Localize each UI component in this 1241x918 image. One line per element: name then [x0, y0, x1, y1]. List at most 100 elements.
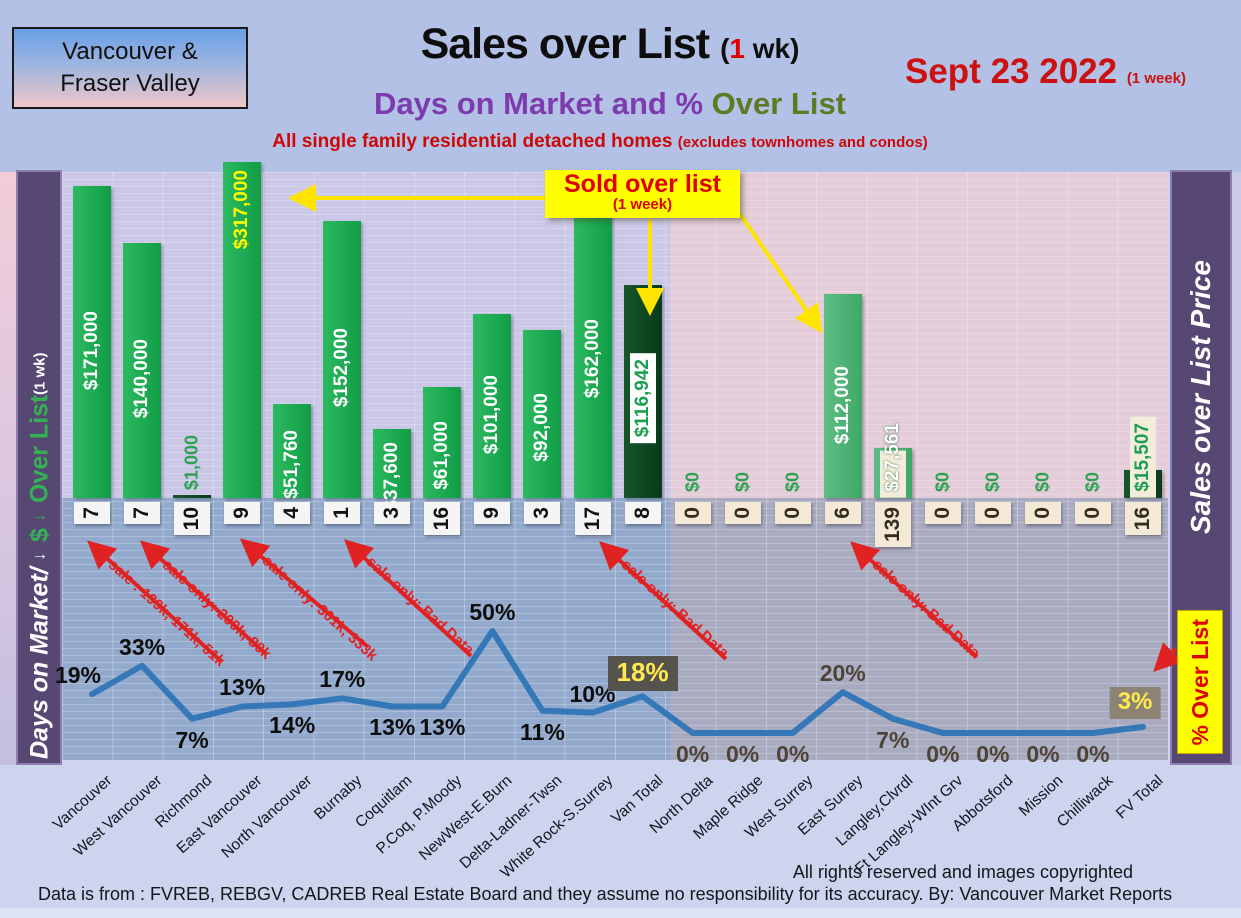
- column-Vancouver: $171,000: [73, 162, 111, 498]
- pct-over-list-label: 13%: [419, 714, 466, 741]
- column-East Vancouver: $317,000: [223, 162, 262, 498]
- tagline: All single family residential detached h…: [272, 131, 928, 152]
- days-on-market-value: 16: [1125, 502, 1162, 536]
- pct-over-list-label: 18%: [607, 656, 678, 692]
- pct-over-list-label: 7%: [876, 726, 910, 753]
- pct-over-list-label: 0%: [1026, 741, 1060, 767]
- days-on-market-value: 3: [524, 502, 561, 524]
- bottom-strip: [0, 908, 1241, 918]
- days-on-market-value: 10: [174, 502, 211, 536]
- pct-over-list-label: 19%: [54, 662, 102, 689]
- days-on-market-value: 0: [774, 502, 811, 524]
- column-NewWest-E.Burn: $101,000: [473, 162, 512, 498]
- pct-over-list-label: 0%: [776, 741, 810, 767]
- region-box: Vancouver & Fraser Valley: [12, 27, 248, 109]
- pct-over-list-badge: % Over List: [1177, 610, 1223, 754]
- bar-amount-label: $152,000: [331, 327, 353, 407]
- left-gradient-strip: [0, 172, 16, 765]
- pct-over-list-label: 0%: [726, 741, 760, 767]
- column-Richmond: $1,000: [173, 162, 212, 498]
- bar-amount-label: $1,000: [181, 434, 202, 490]
- bar-amount-label: $112,000: [831, 365, 853, 444]
- pct-over-list-label: 13%: [219, 674, 266, 701]
- pct-over-list-label: 0%: [976, 741, 1010, 767]
- bar-over-list-amount: [323, 221, 362, 498]
- category-label-P.Coq, P.Moody: P.Coq, P.Moody: [373, 772, 466, 858]
- bar-amount-label: $0: [1032, 471, 1053, 492]
- column-East Surrey: $112,000: [823, 162, 862, 498]
- days-on-market-value: 4: [274, 502, 311, 524]
- left-axis-sidebar: Days on Market/ → $ → Over List (1 wk): [16, 170, 62, 765]
- days-on-market-value: 9: [224, 502, 261, 524]
- right-gradient-strip: [1232, 172, 1241, 765]
- bar-over-list-amount: [523, 330, 562, 498]
- days-on-market-value: 1: [324, 502, 361, 524]
- category-label-North Vancouver: North Vancouver: [218, 772, 316, 862]
- column-West Surrey: $0: [774, 162, 812, 498]
- column-White Rock-S.Surrey: $162,000: [573, 162, 612, 498]
- column-Chilliwack: $0: [1074, 162, 1112, 498]
- plot-area: $171,000 7 19% $140,000 7 33% $1,000 10 7% $317,0…: [55, 162, 1168, 767]
- bar-amount-label: $116,942: [629, 352, 656, 443]
- report-date: Sept 23 2022 (1 week): [905, 52, 1187, 91]
- green-arrow-icon: →: [31, 505, 49, 525]
- column-Ft Langley-WInt Grv: $0: [924, 162, 962, 498]
- pct-over-list-label: 7%: [175, 726, 209, 753]
- bar-amount-label: $15,507: [1130, 417, 1157, 498]
- column-North Vancouver: $51,760: [273, 162, 312, 499]
- sold-over-list-callout: Sold over list (1 week): [545, 170, 740, 218]
- category-label-FV Total: FV Total: [1113, 772, 1167, 823]
- rights-note: All rights reserved and images copyright…: [792, 862, 1133, 882]
- days-on-market-value: 6: [824, 502, 861, 524]
- days-on-market-value: 3: [374, 502, 411, 524]
- column-West Vancouver: $140,000: [123, 162, 162, 498]
- pct-over-list-label: 13%: [369, 714, 416, 741]
- category-label-East Vancouver: East Vancouver: [173, 772, 266, 858]
- region-box-line2: Fraser Valley: [60, 70, 200, 97]
- bar-amount-label: $0: [682, 471, 703, 492]
- bar-amount-label: $162,000: [581, 318, 603, 398]
- bar-amount-label: $51,760: [281, 430, 303, 499]
- column-Coquitlam: $37,600: [373, 162, 412, 511]
- days-on-market-value: 17: [574, 502, 611, 536]
- right-axis-title: Sales over List Price: [1185, 260, 1216, 534]
- days-on-market-value: 0: [974, 502, 1011, 524]
- days-on-market-value: 0: [724, 502, 761, 524]
- title-one-red: 1: [729, 33, 745, 64]
- bar-over-list-amount: [423, 387, 462, 498]
- days-on-market-value: 0: [924, 502, 961, 524]
- bar-amount-label: $27,561: [879, 417, 906, 498]
- page-subtitle: Days on Market and % Over List: [373, 86, 847, 121]
- bar-amount-label: $101,000: [481, 374, 503, 454]
- bar-over-list-amount: [473, 314, 512, 498]
- days-on-market-value: 139: [874, 502, 911, 548]
- bar-amount-label: $37,600: [381, 442, 403, 511]
- bar-over-list-amount: [223, 162, 262, 498]
- pct-over-list-label: 50%: [469, 599, 516, 625]
- bar-amount-label: $0: [1082, 471, 1103, 492]
- days-on-market-value: 9: [474, 502, 511, 524]
- column-FV Total: $15,507: [1124, 162, 1163, 498]
- bar-over-list-amount: [123, 243, 162, 498]
- days-on-market-value: 0: [674, 502, 711, 524]
- column-Mission: $0: [1024, 162, 1062, 498]
- pct-over-list-label: 33%: [119, 633, 166, 660]
- white-arrow-icon: →: [31, 544, 49, 564]
- bar-amount-label: $0: [982, 471, 1003, 492]
- bar-amount-label: $92,000: [531, 393, 553, 462]
- days-on-market-value: 7: [74, 502, 110, 524]
- pct-over-list-label: 20%: [819, 660, 866, 687]
- bar-over-list-amount: [573, 202, 612, 498]
- header: Vancouver & Fraser Valley Sales over Lis…: [0, 0, 1241, 172]
- column-Burnaby: $152,000: [323, 162, 362, 498]
- column-P.Coq, P.Moody: $61,000: [423, 162, 462, 498]
- days-on-market-value: 0: [1024, 502, 1061, 524]
- bar-amount-label: $0: [782, 471, 803, 492]
- bar-amount-label: $0: [932, 471, 953, 492]
- column-Abbotsford: $0: [974, 162, 1012, 498]
- bar-over-list-amount: [173, 495, 212, 498]
- pct-over-list-label: 3%: [1109, 686, 1161, 719]
- bar-amount-label: $140,000: [131, 338, 153, 418]
- days-on-market-value: 7: [124, 502, 161, 524]
